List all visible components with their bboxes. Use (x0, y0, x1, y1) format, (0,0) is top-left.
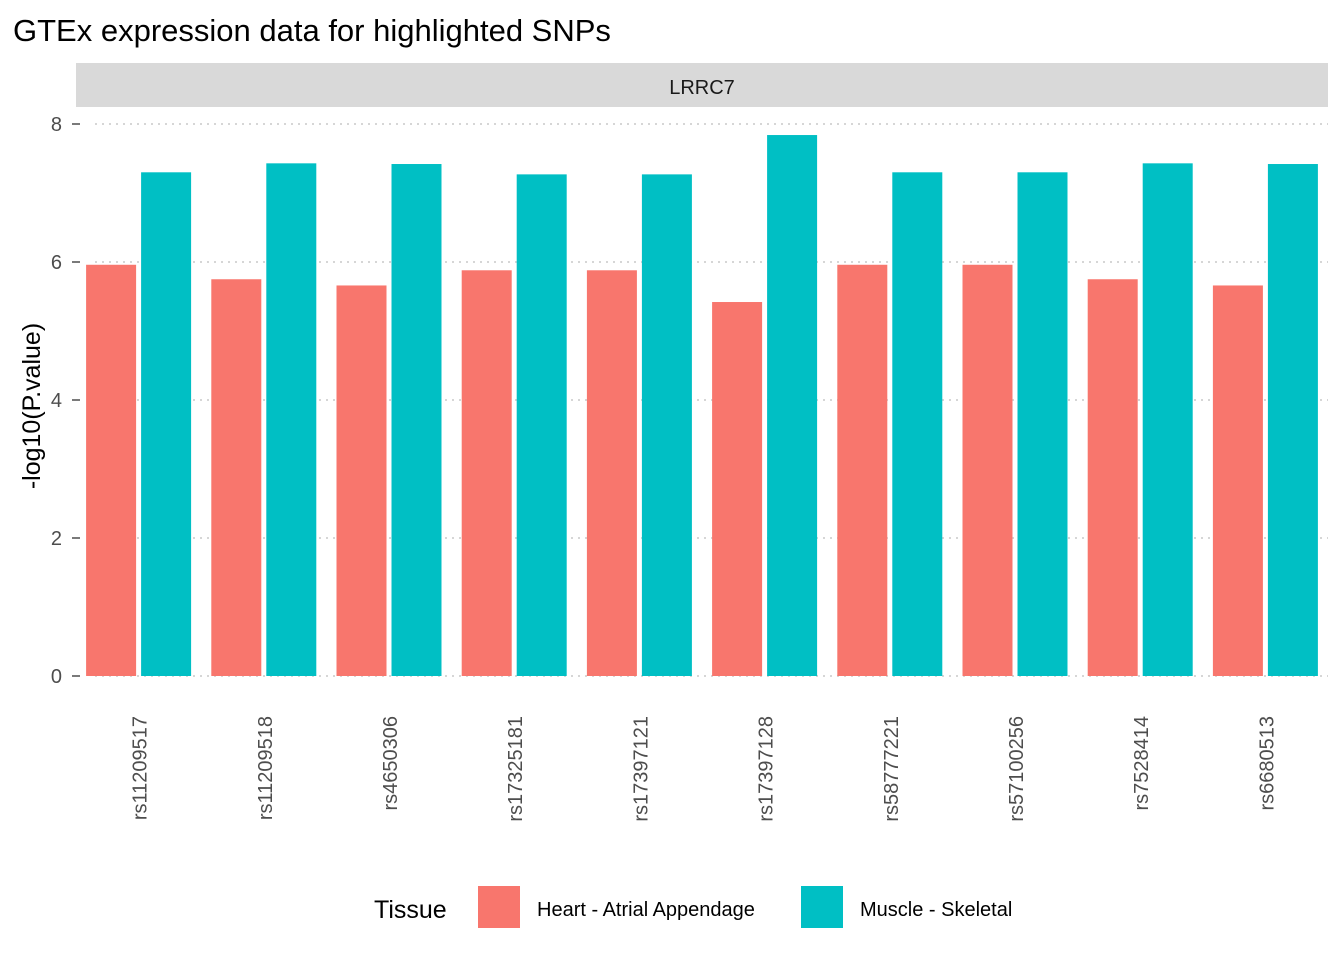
bar-rs57100256-heart (962, 264, 1013, 676)
y-axis-title: -log10(P.value) (18, 323, 46, 489)
x-tick-label: rs11209518 (255, 716, 277, 820)
bar-rs7528414-muscle (1142, 163, 1193, 676)
legend-key-muscle (801, 886, 843, 928)
x-tick-label: rs17325181 (505, 716, 527, 822)
bar-rs11209518-muscle (266, 163, 317, 676)
y-axis: 0 2 4 6 8 (51, 114, 80, 688)
x-tick-label: rs17397121 (630, 716, 652, 822)
bar-rs17397128-muscle (767, 135, 818, 677)
x-tick-label: rs6680513 (1256, 716, 1278, 811)
y-tick-label: 8 (51, 114, 62, 136)
facet-strip (76, 63, 1328, 107)
legend-label-heart: Heart - Atrial Appendage (537, 899, 755, 921)
x-tick-label: rs17397128 (756, 716, 778, 822)
bar-rs17325181-muscle (516, 174, 567, 676)
bar-rs57100256-muscle (1017, 172, 1068, 677)
bar-rs17397121-heart (586, 270, 637, 676)
x-tick-label: rs11209517 (130, 716, 152, 820)
bar-rs11209518-heart (211, 279, 262, 676)
bar-rs11209517-heart (86, 264, 137, 676)
bar-rs11209517-muscle (141, 172, 192, 677)
chart-title: GTEx expression data for highlighted SNP… (13, 13, 611, 48)
bar-rs17325181-heart (461, 270, 512, 676)
y-tick-label: 6 (51, 252, 62, 274)
bar-rs58777221-muscle (892, 172, 943, 677)
legend-title: Tissue (374, 896, 447, 924)
bar-rs4650306-heart (336, 285, 387, 676)
legend: Tissue Heart - Atrial Appendage Muscle - … (374, 886, 1012, 928)
bars (86, 135, 1318, 677)
bar-rs6680513-heart (1212, 285, 1263, 676)
legend-key-heart (478, 886, 520, 928)
facet-strip-label: LRRC7 (669, 77, 735, 99)
bar-rs17397128-heart (712, 302, 763, 676)
bar-rs7528414-heart (1087, 279, 1138, 676)
y-tick-label: 4 (51, 390, 62, 412)
x-tick-label: rs57100256 (1006, 716, 1028, 822)
bar-rs17397121-muscle (641, 174, 692, 676)
x-tick-label: rs58777221 (881, 716, 903, 822)
gridlines (95, 123, 1328, 677)
bar-rs4650306-muscle (391, 164, 442, 676)
x-tick-label: rs4650306 (380, 716, 402, 811)
bar-rs6680513-muscle (1267, 164, 1318, 676)
y-tick-label: 2 (51, 528, 62, 550)
legend-label-muscle: Muscle - Skeletal (860, 899, 1012, 921)
y-tick-label: 0 (51, 666, 62, 688)
bar-rs58777221-heart (837, 264, 888, 676)
x-axis: rs11209517 rs11209518 rs4650306 rs17325181 r… (130, 716, 1279, 822)
x-tick-label: rs7528414 (1131, 716, 1153, 811)
